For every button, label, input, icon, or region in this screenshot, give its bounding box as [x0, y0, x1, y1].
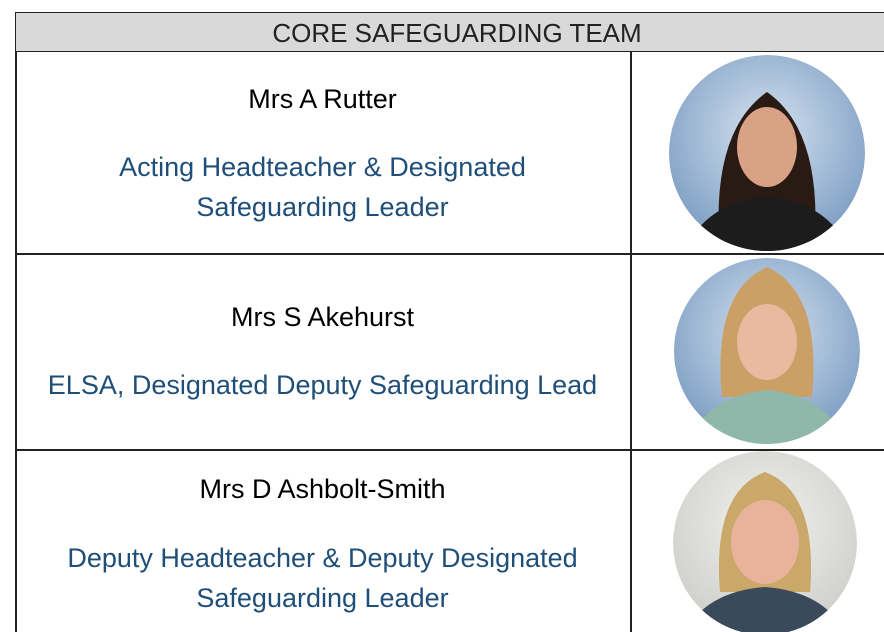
header-title: CORE SAFEGUARDING TEAM: [272, 18, 642, 48]
row-divider: [15, 253, 884, 255]
column-divider: [630, 52, 632, 632]
border-left: [15, 52, 17, 632]
staff-role: Safeguarding Leader: [196, 583, 449, 613]
staff-name: Mrs D Ashbolt-Smith: [199, 474, 446, 504]
photo: [674, 258, 860, 444]
photo: [673, 451, 857, 632]
row-divider: [15, 449, 884, 451]
photos: [669, 55, 865, 632]
staff-role: Deputy Headteacher & Deputy Designated: [67, 543, 578, 573]
header-bar: [15, 12, 884, 52]
staff-name: Mrs A Rutter: [248, 84, 397, 114]
staff-name: Mrs S Akehurst: [230, 302, 415, 332]
staff-role: ELSA, Designated Deputy Safeguarding Lea…: [47, 370, 598, 400]
staff-role: Safeguarding Leader: [196, 192, 449, 222]
photo: [669, 55, 865, 251]
staff-role: Acting Headteacher & Designated: [119, 152, 526, 182]
